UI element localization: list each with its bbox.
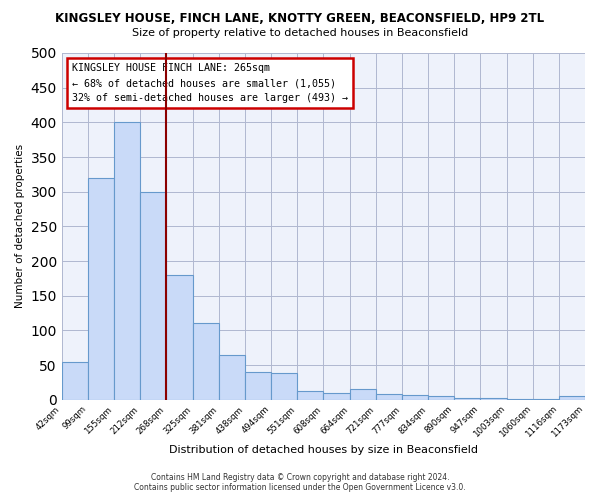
Bar <box>323 392 350 400</box>
Bar <box>481 398 506 400</box>
Y-axis label: Number of detached properties: Number of detached properties <box>15 144 25 308</box>
Bar <box>350 388 376 400</box>
Text: Contains HM Land Registry data © Crown copyright and database right 2024.
Contai: Contains HM Land Registry data © Crown c… <box>134 473 466 492</box>
Bar <box>62 362 88 400</box>
Text: Size of property relative to detached houses in Beaconsfield: Size of property relative to detached ho… <box>132 28 468 38</box>
Bar <box>506 399 533 400</box>
Text: KINGSLEY HOUSE FINCH LANE: 265sqm
← 68% of detached houses are smaller (1,055)
3: KINGSLEY HOUSE FINCH LANE: 265sqm ← 68% … <box>72 64 348 103</box>
X-axis label: Distribution of detached houses by size in Beaconsfield: Distribution of detached houses by size … <box>169 445 478 455</box>
Bar <box>140 192 166 400</box>
Bar <box>193 324 219 400</box>
Bar <box>271 374 297 400</box>
Bar <box>533 399 559 400</box>
Bar <box>297 392 323 400</box>
Bar <box>166 275 193 400</box>
Bar <box>428 396 454 400</box>
Bar <box>219 354 245 400</box>
Bar <box>114 122 140 400</box>
Bar <box>559 396 585 400</box>
Bar <box>376 394 402 400</box>
Bar <box>454 398 481 400</box>
Text: KINGSLEY HOUSE, FINCH LANE, KNOTTY GREEN, BEACONSFIELD, HP9 2TL: KINGSLEY HOUSE, FINCH LANE, KNOTTY GREEN… <box>55 12 545 26</box>
Bar <box>245 372 271 400</box>
Bar <box>88 178 114 400</box>
Bar <box>402 395 428 400</box>
